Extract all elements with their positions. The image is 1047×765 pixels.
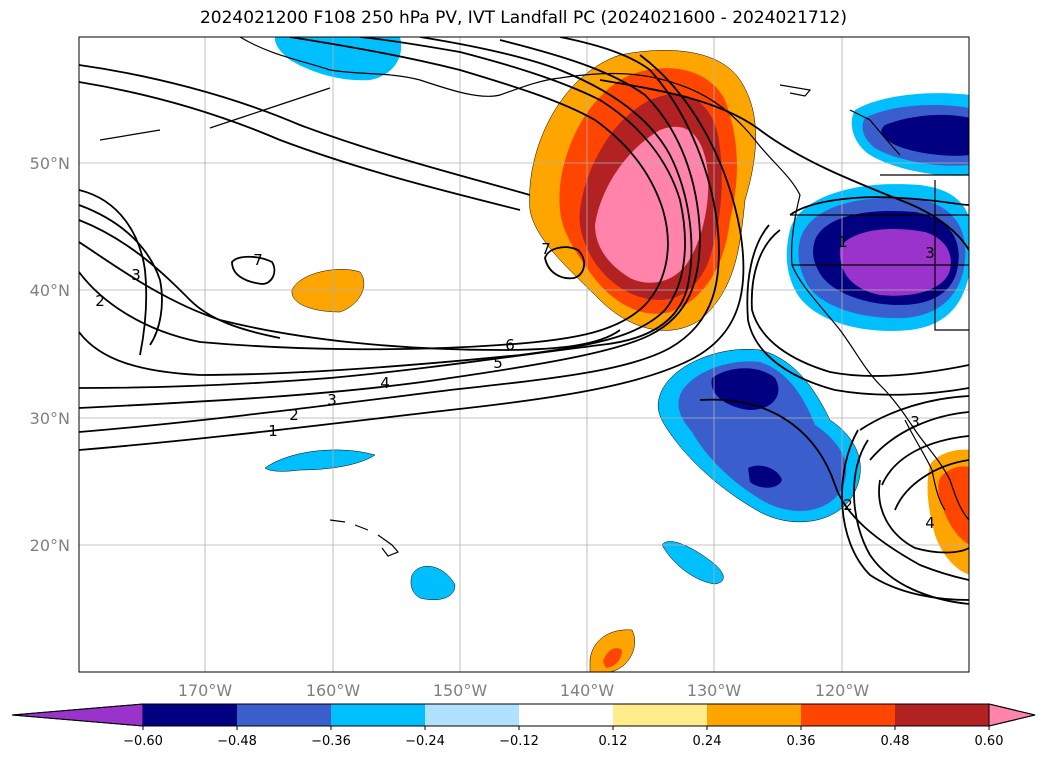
- lon-label-130w: 130°W: [687, 681, 742, 700]
- map-frame: [78, 36, 970, 673]
- colorbar: −0.60 −0.48 −0.36 −0.24 −0.12 0.12 0.24 0.36 0.4…: [11, 703, 1036, 749]
- colorbar-bin: [237, 704, 332, 726]
- colorbar-bin: [707, 704, 802, 726]
- lat-label-50n: 50°N: [30, 154, 70, 173]
- contour-label: 4: [925, 514, 935, 532]
- colorbar-bin: [519, 704, 614, 726]
- latitude-labels: 50°N 40°N 30°N 20°N: [30, 154, 70, 555]
- contour-label: 5: [493, 354, 503, 372]
- colorbar-tick-label: 0.24: [693, 734, 722, 749]
- colorbar-extend-high: [988, 703, 1036, 727]
- contour-label: 2: [95, 292, 105, 310]
- lat-label-40n: 40°N: [30, 281, 70, 300]
- map-title: 2024021200 F108 250 hPa PV, IVT Landfall…: [199, 8, 847, 28]
- colorbar-bin: [895, 704, 990, 726]
- colorbar-extend-low: [11, 703, 144, 727]
- contour-label: 7: [541, 240, 551, 258]
- colorbar-tick-label: −0.48: [217, 734, 257, 749]
- contour-label: 2: [843, 496, 853, 514]
- contour-label: 4: [380, 374, 390, 392]
- colorbar-tick-label: −0.36: [311, 734, 351, 749]
- colorbar-bin: [331, 704, 426, 726]
- ivt-pc-shading: [264, 37, 969, 672]
- contour-label: 7: [253, 251, 263, 269]
- colorbar-bin: [143, 704, 238, 726]
- colorbar-tick-label: 0.60: [975, 734, 1004, 749]
- pv-contour-labels: 1 2 3 4 5 6 7 2 3 7 1 3 2 4 3: [95, 233, 935, 532]
- colorbar-bin: [801, 704, 896, 726]
- contour-label: 1: [838, 233, 848, 251]
- colorbar-tick-label: 0.12: [599, 734, 628, 749]
- contour-label: 3: [327, 391, 337, 409]
- contour-label: 3: [910, 413, 920, 431]
- lon-label-160w: 160°W: [306, 681, 361, 700]
- contour-label: 1: [268, 422, 278, 440]
- lon-label-170w: 170°W: [178, 681, 233, 700]
- colorbar-bin: [425, 704, 520, 726]
- contour-label: 3: [925, 244, 935, 262]
- lon-label-140w: 140°W: [560, 681, 615, 700]
- colorbar-tick-label: 0.36: [787, 734, 816, 749]
- colorbar-bin: [613, 704, 708, 726]
- colorbar-tick-label: −0.24: [405, 734, 445, 749]
- pv-contours: [79, 37, 969, 605]
- colorbar-tick-label: −0.60: [123, 734, 163, 749]
- lat-label-30n: 30°N: [30, 409, 70, 428]
- colorbar-tick-label: −0.12: [499, 734, 539, 749]
- longitude-labels: 170°W 160°W 150°W 140°W 130°W 120°W: [178, 681, 870, 700]
- colorbar-tick-label: 0.48: [881, 734, 910, 749]
- contour-label: 6: [505, 336, 515, 354]
- lon-label-150w: 150°W: [433, 681, 488, 700]
- contour-label: 2: [289, 406, 299, 424]
- lat-label-20n: 20°N: [30, 536, 70, 555]
- lon-label-120w: 120°W: [815, 681, 870, 700]
- contour-label: 3: [131, 266, 141, 284]
